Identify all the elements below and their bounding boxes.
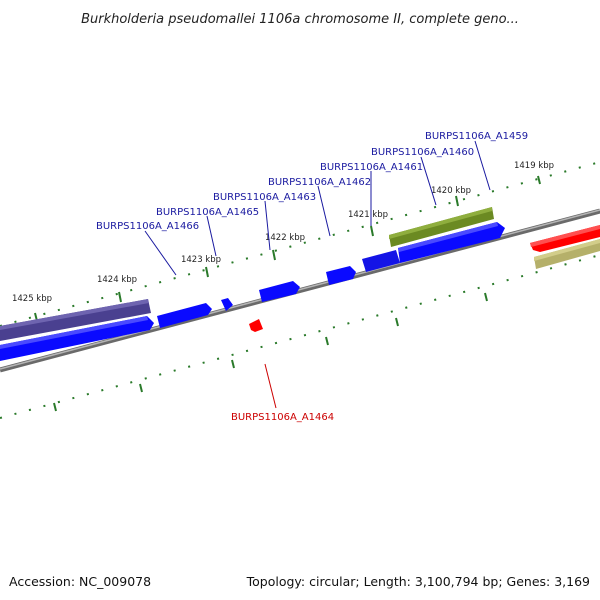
gene-label-A1463: BURPS1106A_A1463 bbox=[213, 192, 316, 203]
major-tick bbox=[231, 359, 235, 369]
gene-arrow-A1464 bbox=[249, 319, 263, 332]
leader-line-A1465 bbox=[206, 215, 217, 257]
gene-label-A1459: BURPS1106A_A1459 bbox=[425, 131, 528, 142]
gene-labels: BURPS1106A_A1459 BURPS1106A_A1460 BURPS1… bbox=[96, 131, 528, 423]
major-tick bbox=[53, 402, 57, 412]
major-tick bbox=[455, 195, 459, 207]
major-tick bbox=[118, 291, 122, 303]
forward-genes bbox=[0, 222, 505, 361]
gene-label-A1460: BURPS1106A_A1460 bbox=[371, 147, 474, 158]
major-tick bbox=[139, 383, 143, 393]
leader-line-A1460 bbox=[420, 156, 437, 206]
gene-label-A1462: BURPS1106A_A1462 bbox=[268, 177, 371, 188]
tick-label-1423: 1423 kbp bbox=[181, 255, 221, 265]
leader-line-A1459 bbox=[474, 140, 491, 191]
major-tick bbox=[205, 266, 209, 278]
tick-label-1425: 1425 kbp bbox=[12, 294, 52, 304]
leader-line-A1464 bbox=[264, 363, 277, 409]
leader-line-A1463 bbox=[264, 200, 271, 251]
gene-arrow-left-edge bbox=[0, 316, 154, 361]
feature-bar-purple bbox=[0, 299, 151, 341]
gene-arrow-A1466 bbox=[157, 303, 212, 328]
tick-label-1421: 1421 kbp bbox=[348, 210, 388, 220]
gene-arrow-A1465 bbox=[221, 298, 233, 311]
kbp-tick-labels: 1419 kbp 1420 kbp 1421 kbp 1422 kbp 1423… bbox=[12, 161, 554, 304]
map-title: Burkholderia pseudomallei 1106a chromoso… bbox=[81, 12, 519, 27]
major-tick bbox=[272, 249, 276, 261]
reverse-genes bbox=[249, 225, 600, 332]
major-tick bbox=[370, 225, 374, 237]
major-tick bbox=[325, 336, 329, 346]
leader-line-A1462 bbox=[317, 185, 331, 237]
tick-label-1420: 1420 kbp bbox=[431, 186, 471, 196]
feature-track bbox=[0, 207, 600, 341]
major-tick bbox=[395, 317, 399, 327]
genome-summary-text: Topology: circular; Length: 3,100,794 bp… bbox=[246, 574, 590, 589]
major-tick bbox=[484, 292, 488, 302]
accession-text: Accession: NC_009078 bbox=[9, 574, 151, 589]
major-tick bbox=[537, 175, 541, 185]
gene-leader-lines bbox=[144, 140, 491, 409]
gene-arrow-A1462 bbox=[326, 266, 356, 285]
gene-label-A1465: BURPS1106A_A1465 bbox=[156, 207, 259, 218]
gene-arrow-A1459 bbox=[398, 222, 505, 263]
gene-label-A1461: BURPS1106A_A1461 bbox=[320, 162, 423, 173]
gene-arrow-A1463 bbox=[259, 281, 300, 302]
tick-label-1422: 1422 kbp bbox=[265, 233, 305, 243]
tick-label-1419: 1419 kbp bbox=[514, 161, 554, 171]
major-ticks bbox=[34, 175, 541, 412]
gene-arrow-A1460 bbox=[362, 250, 400, 272]
gene-label-A1466: BURPS1106A_A1466 bbox=[96, 221, 199, 232]
gene-label-A1464: BURPS1106A_A1464 bbox=[231, 412, 334, 423]
tick-label-1424: 1424 kbp bbox=[97, 275, 137, 285]
leader-line-A1466 bbox=[144, 230, 177, 276]
